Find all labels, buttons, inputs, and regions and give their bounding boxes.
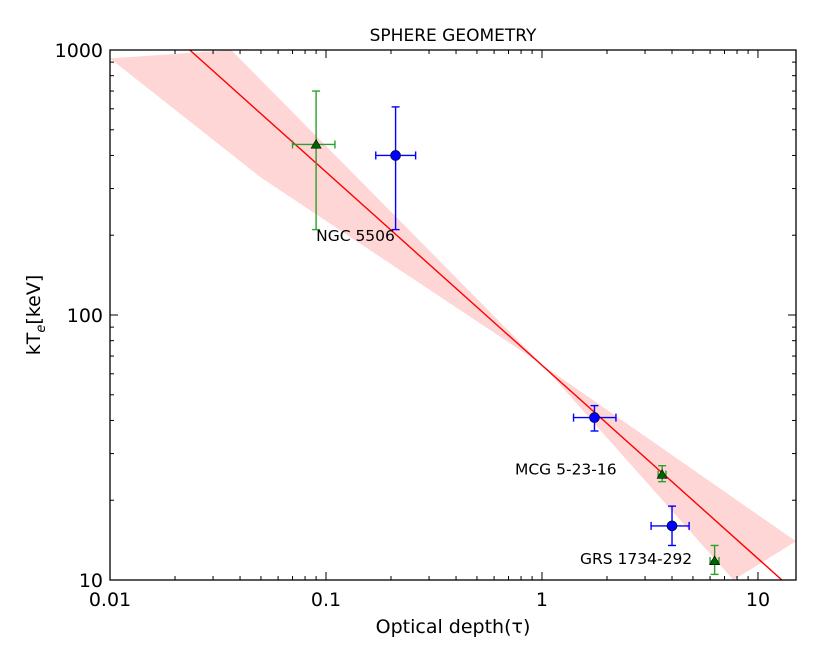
- circle-marker: [666, 520, 678, 532]
- y-axis-label-unit: [keV]: [23, 275, 45, 325]
- annotation-layer: NGC 5506 MCG 5-23-16 GRS 1734-292: [316, 227, 692, 568]
- x-tick-label: 0.1: [311, 589, 341, 611]
- annotation-label: GRS 1734-292: [580, 550, 692, 568]
- data-points-layer: [291, 90, 721, 576]
- y-tick-label: 100: [67, 305, 103, 327]
- axis-ticks-layer: 0.01 0.1 1 10 10 100 1000: [55, 40, 796, 611]
- triangle-marker: [656, 468, 668, 479]
- triangles-point-2: [656, 464, 668, 483]
- chart-title: SPHERE GEOMETRY: [370, 26, 537, 46]
- y-tick-label: 10: [79, 570, 103, 592]
- circle-marker: [390, 150, 401, 161]
- x-tick-label: 0.01: [89, 589, 131, 611]
- x-tick-label: 10: [746, 589, 770, 611]
- y-axis-label: kTe[keV]: [23, 275, 49, 355]
- circles-point-2: [572, 404, 617, 432]
- x-tick-label: 1: [536, 589, 548, 611]
- triangle-marker: [709, 555, 721, 566]
- circles-point-1: [375, 106, 417, 231]
- circle-marker: [589, 412, 600, 423]
- y-axis-label-subscript: e: [34, 325, 49, 333]
- circles-point-3: [650, 505, 690, 547]
- annotation-label: MCG 5-23-16: [515, 461, 617, 479]
- triangle-marker: [310, 138, 322, 149]
- y-tick-label: 1000: [55, 40, 103, 62]
- confidence-band: [110, 50, 796, 580]
- triangles-point-1: [291, 90, 336, 231]
- confidence-band-layer: [110, 50, 796, 580]
- y-axis-label-main: kT: [23, 332, 45, 355]
- annotation-label: NGC 5506: [316, 227, 395, 245]
- fit-line-layer: [189, 50, 783, 580]
- fit-line: [189, 50, 783, 580]
- x-axis-label: Optical depth(τ): [376, 616, 531, 638]
- triangles-point-3: [709, 544, 721, 576]
